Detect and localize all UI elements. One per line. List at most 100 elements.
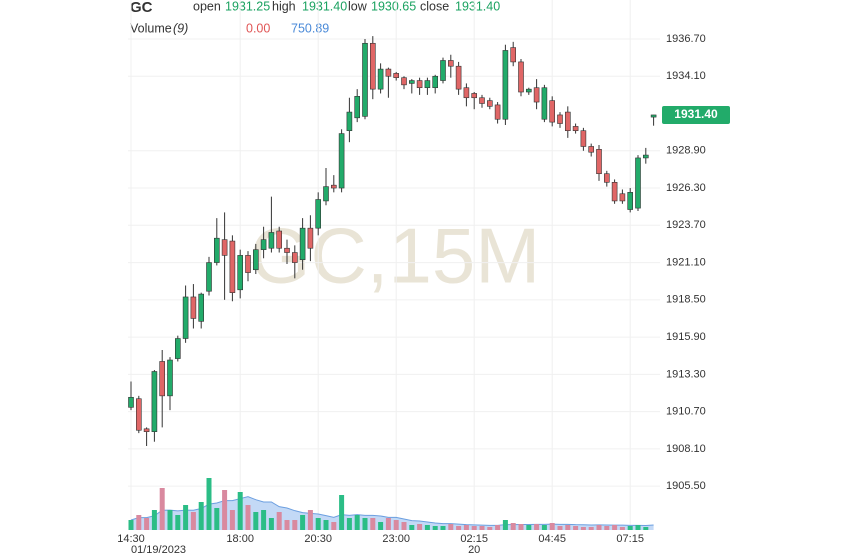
volume-bar bbox=[378, 522, 384, 530]
candle-body bbox=[479, 97, 485, 104]
candle-body bbox=[486, 100, 493, 107]
volume-bar bbox=[261, 510, 267, 530]
candle-body bbox=[627, 192, 634, 210]
candle-body bbox=[354, 96, 361, 119]
candle-body bbox=[362, 42, 368, 117]
candle-body bbox=[338, 133, 345, 189]
volume-bar bbox=[151, 510, 157, 530]
candle-body bbox=[151, 371, 158, 432]
y-tick-label: 1923.70 bbox=[666, 219, 706, 231]
volume-bar bbox=[612, 525, 618, 530]
candle-body bbox=[260, 239, 267, 250]
candle-body bbox=[635, 157, 641, 209]
candle-body bbox=[401, 77, 407, 86]
volume-bar bbox=[549, 523, 555, 530]
volume-value: 0.00 bbox=[246, 21, 270, 35]
candle-body bbox=[385, 68, 392, 77]
y-tick-label: 1926.30 bbox=[666, 182, 706, 194]
volume-bar bbox=[268, 518, 274, 530]
volume-bar bbox=[198, 502, 204, 530]
candle-body bbox=[221, 239, 228, 256]
candle-body bbox=[650, 114, 657, 118]
candle-body bbox=[245, 255, 251, 273]
volume-bar bbox=[175, 515, 181, 530]
candle-body bbox=[268, 232, 275, 249]
x-tick-label: 07:15 bbox=[616, 533, 644, 545]
volume-bar bbox=[409, 525, 415, 530]
y-tick-label: 1908.10 bbox=[666, 443, 706, 455]
candle-body bbox=[307, 227, 314, 249]
volume-bar bbox=[643, 527, 649, 530]
candle-body bbox=[549, 100, 556, 123]
volume-period: (9) bbox=[173, 21, 188, 35]
volume-bar bbox=[518, 524, 524, 530]
volume-bar bbox=[448, 524, 454, 530]
candle-body bbox=[136, 398, 142, 431]
volume-bar bbox=[315, 518, 321, 530]
date-label: 01/19/2023 bbox=[131, 544, 186, 556]
candle-body bbox=[143, 428, 150, 432]
volume-bar bbox=[354, 515, 360, 530]
candle-body bbox=[159, 361, 165, 397]
y-tick-label: 1918.50 bbox=[666, 294, 706, 306]
volume-bar bbox=[424, 525, 430, 530]
volume-bar bbox=[144, 518, 150, 530]
candle-body bbox=[510, 47, 517, 63]
x-tick-label: 02:15 bbox=[460, 533, 488, 545]
candle-body bbox=[611, 182, 618, 202]
header-label: open bbox=[193, 0, 221, 13]
volume-bar bbox=[206, 478, 212, 530]
candle-body bbox=[346, 111, 353, 132]
candle-body bbox=[175, 338, 181, 359]
volume-bar bbox=[495, 525, 501, 530]
volume-bar bbox=[229, 510, 235, 530]
candle-body bbox=[315, 199, 322, 229]
volume-bar bbox=[580, 527, 586, 530]
volume-bar bbox=[346, 518, 352, 530]
volume-bar bbox=[323, 520, 329, 530]
candle-body bbox=[198, 293, 204, 322]
x-tick-label: 23:00 bbox=[382, 533, 410, 545]
x-tick-label: 14:30 bbox=[117, 533, 145, 545]
last-price-label: 1931.40 bbox=[674, 107, 718, 121]
volume-bar bbox=[284, 520, 290, 530]
candle-body bbox=[642, 154, 649, 159]
volume-bar bbox=[128, 520, 134, 530]
volume-bar bbox=[526, 525, 532, 530]
y-tick-label: 1928.90 bbox=[666, 145, 706, 157]
candle-body bbox=[291, 252, 298, 263]
volume-bar bbox=[214, 508, 220, 530]
candle-body bbox=[572, 126, 579, 132]
volume-bar bbox=[627, 526, 633, 530]
candle-body bbox=[588, 146, 595, 153]
candle-body bbox=[580, 130, 587, 147]
volume-bar bbox=[510, 523, 516, 530]
volume-bar bbox=[237, 492, 243, 530]
y-tick-label: 1905.50 bbox=[666, 480, 706, 492]
candle-body bbox=[596, 149, 602, 175]
candle-body bbox=[206, 262, 212, 292]
candle-body bbox=[502, 50, 509, 120]
x-tick-label: 18:00 bbox=[226, 533, 254, 545]
candle-body bbox=[237, 255, 243, 291]
volume-bar bbox=[292, 520, 298, 530]
volume-bar bbox=[588, 527, 594, 530]
volume-bar bbox=[190, 512, 196, 530]
candle-body bbox=[408, 80, 415, 84]
volume-bar bbox=[502, 520, 508, 530]
volume-bar bbox=[417, 524, 423, 530]
candle-body bbox=[276, 230, 283, 249]
candle-body bbox=[369, 42, 376, 90]
volume-bar bbox=[541, 525, 547, 530]
volume-bar bbox=[440, 526, 446, 530]
header-value: 1931.25 bbox=[225, 0, 270, 13]
volume-bar bbox=[619, 527, 625, 530]
volume-bar bbox=[401, 522, 407, 530]
volume-bar bbox=[385, 518, 391, 530]
candle-body bbox=[619, 193, 626, 202]
candle-body bbox=[557, 114, 563, 124]
candle-body bbox=[323, 186, 329, 202]
y-tick-label: 1913.30 bbox=[666, 368, 706, 380]
volume-bar bbox=[432, 526, 438, 530]
